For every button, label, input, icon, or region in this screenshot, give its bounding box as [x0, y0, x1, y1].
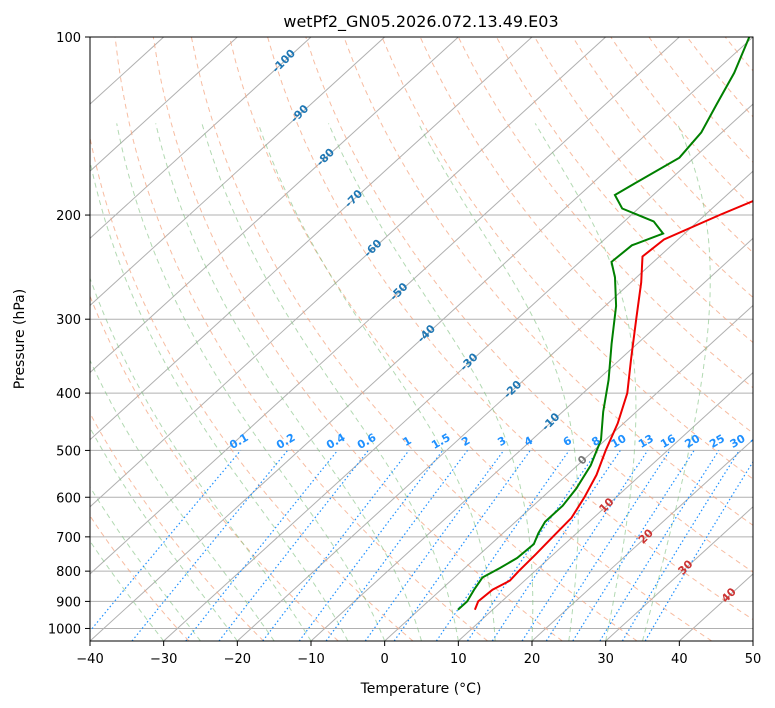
- mixing-ratio-line: [185, 450, 339, 641]
- moist-adiabat: [90, 359, 275, 641]
- dewpoint-trace: [457, 37, 751, 611]
- mixing-ratio-line: [599, 450, 720, 641]
- mixing-ratio-line: [364, 450, 505, 641]
- mixing-ratio-line: [572, 450, 695, 641]
- dry-adiabat: [90, 412, 264, 641]
- isotherm-gridline: [384, 304, 753, 641]
- isotherm-gridline: [310, 237, 753, 641]
- moist-adiabat: [116, 123, 386, 641]
- mixing-ratio-line: [393, 450, 531, 641]
- x-tick-label: −20: [224, 652, 251, 667]
- isotherm-gridline: [90, 37, 238, 172]
- x-tick-label: 50: [745, 652, 762, 667]
- mixing-ratio-line: [325, 450, 468, 641]
- dry-adiabat: [90, 514, 190, 641]
- plot-frame: [89, 36, 754, 642]
- mixing-ratio-line: [435, 450, 570, 641]
- dry-adiabat: [90, 134, 414, 641]
- x-tick-label: −30: [150, 652, 177, 667]
- y-axis-label: Pressure (hPa): [12, 289, 28, 389]
- mixing-ratio-line: [521, 450, 649, 641]
- x-tick-label: 20: [524, 652, 541, 667]
- isotherm-gridline: [90, 37, 459, 374]
- x-tick-label: −40: [76, 652, 103, 667]
- dry-adiabat: [190, 37, 638, 641]
- mixing-ratio-line: [298, 450, 444, 641]
- isotherm-gridline: [90, 37, 312, 240]
- moist-adiabat: [328, 123, 534, 641]
- isotherm-gridline: [90, 37, 680, 575]
- isotherm-gridline: [90, 37, 607, 508]
- chart-title: wetPf2_GN05.2026.072.13.49.E03: [283, 12, 558, 32]
- mixing-ratio-line: [491, 450, 621, 641]
- mixing-ratio-label: 36: [748, 432, 768, 451]
- dry-adiabat: [152, 37, 563, 641]
- mixing-ratio-line: [131, 450, 289, 641]
- moist-adiabat: [534, 123, 637, 641]
- isotherm-gridline: [605, 506, 753, 641]
- y-tick-label: 900: [56, 595, 81, 610]
- dry-adiabat: [267, 37, 753, 621]
- y-tick-label: 600: [56, 491, 81, 506]
- y-tick-label: 1000: [48, 622, 81, 637]
- x-tick-label: 40: [671, 652, 688, 667]
- dry-adiabat: [343, 37, 753, 526]
- mixing-ratio-line: [90, 450, 242, 632]
- y-tick-label: 400: [56, 387, 81, 402]
- mixing-ratio-line: [262, 450, 410, 641]
- moist-adiabat: [155, 123, 422, 641]
- isotherm-gridline: [90, 37, 753, 641]
- dry-adiabat: [114, 37, 488, 641]
- x-tick-label: −10: [297, 652, 324, 667]
- isotherm-gridline: [90, 37, 386, 307]
- moist-adiabat: [90, 485, 201, 641]
- x-tick-label: 0: [381, 652, 389, 667]
- moist-adiabat: [642, 123, 711, 641]
- moist-adiabat: [257, 123, 496, 641]
- dry-adiabat: [305, 37, 753, 573]
- y-tick-label: 500: [56, 444, 81, 459]
- dry-adiabat: [457, 37, 753, 389]
- x-tick-label: 30: [597, 652, 614, 667]
- isotherm-gridline: [457, 371, 753, 641]
- y-tick-label: 800: [56, 565, 81, 580]
- x-axis-label: Temperature (°C): [360, 681, 482, 697]
- mixing-ratio-line: [545, 450, 671, 641]
- plot-area: [90, 37, 753, 641]
- mixing-ratio-line: [466, 450, 599, 641]
- y-tick-label: 200: [56, 209, 81, 224]
- isotherm-gridline: [236, 170, 753, 641]
- y-axis: 1000 900 800 700 600 500 400 300 200 100: [48, 31, 90, 637]
- isotherm-gridline: [163, 103, 753, 641]
- x-axis: −40 −30 −20 −10 0 10 20 30 40 50: [76, 641, 761, 667]
- x-tick-label: 10: [450, 652, 467, 667]
- y-tick-label: 100: [56, 31, 81, 46]
- isotherm-gridline: [90, 37, 533, 441]
- moist-adiabat: [90, 426, 238, 641]
- temperature-trace: [473, 199, 753, 611]
- dry-adiabat: [90, 294, 339, 641]
- moist-adiabat: [90, 276, 312, 641]
- y-tick-label: 300: [56, 313, 81, 328]
- y-tick-label: 700: [56, 531, 81, 546]
- moist-adiabat: [418, 123, 579, 641]
- moist-adiabat: [201, 123, 459, 641]
- mixing-ratio-line: [621, 450, 740, 641]
- dry-adiabat: [495, 37, 753, 344]
- isotherm-gridline: [531, 438, 753, 641]
